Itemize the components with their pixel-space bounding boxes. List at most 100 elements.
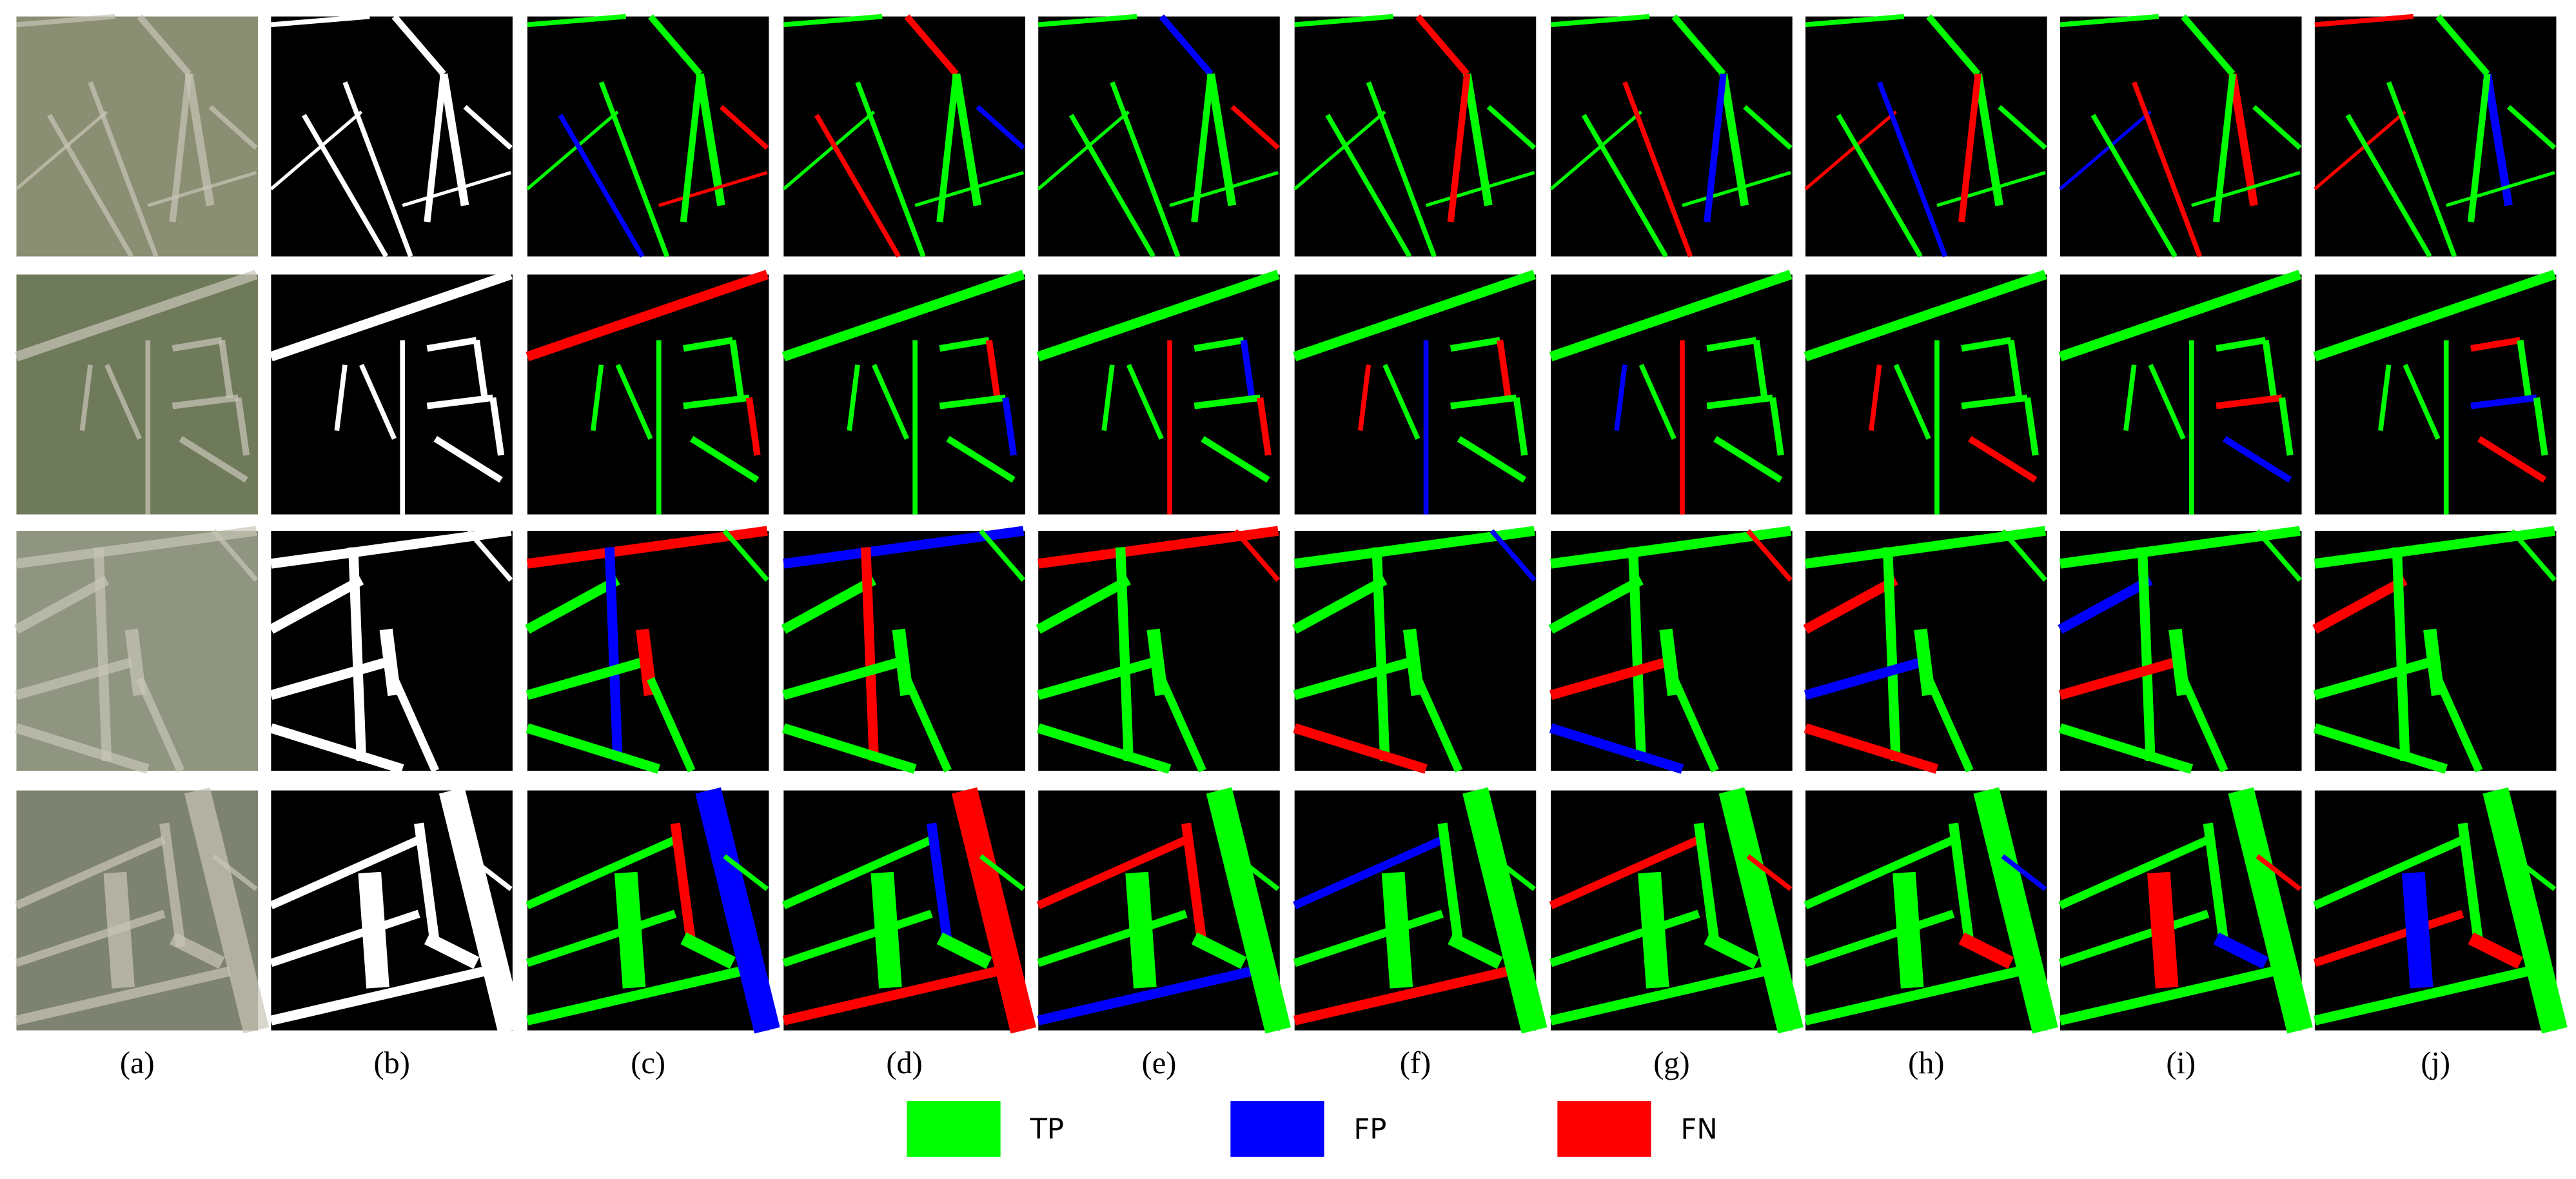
aerial-road xyxy=(47,114,134,258)
prediction-road xyxy=(1382,364,1421,440)
image-cell xyxy=(526,787,780,1034)
ground-truth-road xyxy=(268,575,364,634)
prediction-road xyxy=(680,74,703,223)
prediction-road xyxy=(782,270,1025,362)
prediction-road xyxy=(527,14,627,28)
prediction-road xyxy=(1706,337,1757,352)
image-grid xyxy=(14,14,2568,1034)
prediction-road xyxy=(2378,364,2392,431)
prediction-road xyxy=(1513,397,1528,456)
prediction-road xyxy=(1036,836,1188,909)
prediction-road xyxy=(1693,822,1720,947)
ground-truth-road xyxy=(359,364,397,440)
image-cell xyxy=(15,14,259,258)
prediction-road xyxy=(1294,14,1393,28)
prediction-road xyxy=(2058,723,2194,774)
aerial-road xyxy=(135,677,185,773)
prediction-road xyxy=(1804,657,1922,700)
prediction-road xyxy=(782,836,934,909)
ground-truth-road xyxy=(269,836,421,909)
prediction-road xyxy=(2203,822,2230,947)
aerial-road xyxy=(179,436,248,483)
prediction-road xyxy=(2059,110,2152,191)
prediction-road xyxy=(526,836,677,909)
prediction-road xyxy=(1671,14,1726,77)
ground-truth-road xyxy=(270,110,363,191)
prediction-road xyxy=(2313,836,2464,909)
prediction-road xyxy=(590,364,604,431)
prediction-road xyxy=(2314,110,2406,191)
prediction-road xyxy=(782,110,876,191)
prediction-road xyxy=(2191,171,2301,208)
ground-truth-road xyxy=(270,966,486,1025)
prediction-road xyxy=(2470,337,2521,352)
image-cell xyxy=(1549,14,1793,258)
prediction-road xyxy=(1549,966,1766,1025)
aerial-road xyxy=(235,397,250,456)
ground-truth-road xyxy=(426,394,493,410)
prediction-road xyxy=(745,397,761,456)
prediction-road xyxy=(2435,14,2490,77)
aerial-road xyxy=(169,932,225,969)
prediction-road xyxy=(1126,364,1164,440)
prediction-road xyxy=(1002,397,1018,456)
prediction-road xyxy=(1743,104,1793,150)
ground-truth-road xyxy=(271,14,370,28)
prediction-road xyxy=(1497,339,1511,399)
prediction-road xyxy=(1450,337,1501,352)
prediction-road xyxy=(695,787,780,1034)
prediction-road xyxy=(658,171,768,208)
prediction-road xyxy=(1068,114,1155,258)
image-cell xyxy=(1293,14,1537,258)
prediction-road xyxy=(2312,575,2408,634)
ground-truth-road xyxy=(466,854,513,891)
prediction-road xyxy=(1437,822,1464,947)
image-cell xyxy=(269,270,513,515)
prediction-road xyxy=(1234,854,1280,891)
ground-truth-road xyxy=(334,364,348,431)
prediction-road xyxy=(2132,81,2203,257)
prediction-road xyxy=(1191,74,1214,223)
prediction-road xyxy=(2060,14,2159,28)
prediction-road xyxy=(2314,14,2414,28)
prediction-road xyxy=(2401,871,2433,989)
prediction-road xyxy=(719,104,769,150)
ground-truth-road xyxy=(391,14,446,77)
image-cell xyxy=(1036,526,1281,774)
prediction-road xyxy=(2468,932,2523,969)
image-cell xyxy=(2314,14,2557,258)
mask-background xyxy=(2314,16,2557,257)
prediction-road xyxy=(1415,14,1470,77)
prediction-road xyxy=(2255,529,2302,582)
column-label: (j) xyxy=(2421,1046,2450,1080)
prediction-road xyxy=(526,657,644,700)
ground-truth-road xyxy=(463,104,513,150)
image-cell xyxy=(2313,787,2568,1034)
aerial-road xyxy=(159,822,186,947)
aerial-road xyxy=(14,836,166,909)
prediction-road xyxy=(526,966,742,1025)
prediction-road xyxy=(951,787,1037,1034)
prediction-road xyxy=(814,114,901,258)
prediction-road xyxy=(1125,871,1157,989)
mask-background xyxy=(783,16,1025,257)
column-label: (a) xyxy=(120,1046,155,1080)
prediction-road xyxy=(1746,529,1793,582)
mask-background xyxy=(527,16,769,257)
prediction-road xyxy=(1961,337,2012,352)
ground-truth-road xyxy=(390,677,439,773)
prediction-road xyxy=(1926,14,1981,77)
prediction-road xyxy=(2506,104,2557,150)
aerial-road xyxy=(104,364,143,440)
prediction-road xyxy=(1704,74,1727,223)
prediction-road xyxy=(526,723,660,774)
prediction-road xyxy=(871,364,909,440)
prediction-road xyxy=(1974,73,2003,206)
aerial-road xyxy=(218,339,233,399)
prediction-road xyxy=(2517,339,2532,399)
prediction-road xyxy=(952,73,982,206)
prediction-road xyxy=(1936,171,2046,208)
image-cell xyxy=(2312,526,2557,774)
aerial-road xyxy=(15,110,108,191)
